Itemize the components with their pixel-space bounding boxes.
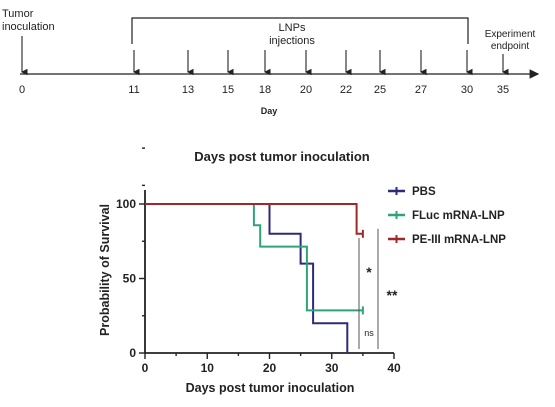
timeline-tick-label: 22 bbox=[340, 84, 352, 96]
tumor-inoculation-label-line2: inoculation bbox=[2, 21, 55, 33]
experiment-endpoint-label: Experiment bbox=[485, 29, 536, 40]
timeline-tick-label: 18 bbox=[259, 84, 271, 96]
timeline-tick-label: 27 bbox=[415, 84, 427, 96]
timeline-arrows bbox=[20, 36, 509, 76]
timeline-tick-label: 25 bbox=[374, 84, 386, 96]
y-axis-label: Probability of Survival bbox=[98, 204, 112, 336]
timeline-tick-label: 13 bbox=[182, 84, 194, 96]
series-line bbox=[145, 203, 349, 353]
timeline-tick-label: 30 bbox=[461, 84, 473, 96]
x-tick-label: 10 bbox=[201, 361, 215, 375]
survival-chart: Days post tumor inoculation 0 10 20 30 40 0 50… bbox=[98, 147, 506, 395]
legend: PBS FLuc mRNA-LNP PE-III mRNA-LNP bbox=[388, 186, 506, 246]
x-tick-label: 40 bbox=[387, 361, 401, 375]
lnp-injections-label: LNPs bbox=[279, 22, 306, 34]
experiment-endpoint-label-line2: endpoint bbox=[491, 41, 530, 52]
tumor-inoculation-label: Tumor bbox=[2, 8, 34, 20]
legend-label: FLuc mRNA-LNP bbox=[412, 210, 505, 222]
significance-label: ** bbox=[387, 287, 398, 303]
lnp-injections-label-line2: injections bbox=[269, 35, 315, 47]
timeline-tick-label: 15 bbox=[222, 84, 234, 96]
y-tick-label: 100 bbox=[116, 197, 136, 211]
significance-label: ns bbox=[364, 328, 374, 338]
significance-label: * bbox=[366, 264, 372, 280]
y-tick-label: 0 bbox=[129, 346, 136, 360]
injection-bracket bbox=[131, 17, 469, 44]
series-line bbox=[145, 203, 363, 312]
plot-annotations: ***ns bbox=[358, 228, 398, 349]
timeline-tick-label: 20 bbox=[300, 84, 312, 96]
series-line bbox=[145, 203, 363, 235]
x-axis-label: Days post tumor inoculation bbox=[186, 381, 355, 395]
timeline: Tumor inoculation LNPs injections Experi… bbox=[2, 8, 540, 116]
plot-series bbox=[145, 203, 364, 353]
x-tick-label: 0 bbox=[142, 361, 149, 375]
timeline-tick-label: 35 bbox=[497, 84, 509, 96]
timeline-tick-label: 11 bbox=[128, 84, 139, 96]
plot-axes: 0 10 20 30 40 0 50 100 bbox=[116, 147, 401, 375]
x-tick-label: 20 bbox=[263, 361, 277, 375]
x-tick-label: 30 bbox=[325, 361, 339, 375]
timeline-axis-title: Day bbox=[261, 106, 278, 116]
chart-title: Days post tumor inoculation bbox=[194, 149, 370, 164]
legend-label: PBS bbox=[412, 186, 436, 198]
legend-label: PE-III mRNA-LNP bbox=[412, 234, 506, 246]
y-tick-label: 50 bbox=[123, 272, 137, 286]
timeline-tick-label: 0 bbox=[19, 84, 25, 96]
timeline-tick-labels: 0 11 13 15 18 20 22 25 27 30 35 bbox=[19, 84, 509, 96]
